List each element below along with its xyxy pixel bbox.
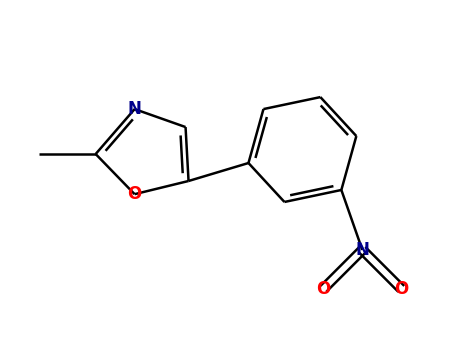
Text: N: N xyxy=(355,241,369,259)
Text: O: O xyxy=(316,280,330,298)
Text: N: N xyxy=(128,100,142,118)
Text: O: O xyxy=(127,185,142,203)
Text: O: O xyxy=(394,280,409,298)
